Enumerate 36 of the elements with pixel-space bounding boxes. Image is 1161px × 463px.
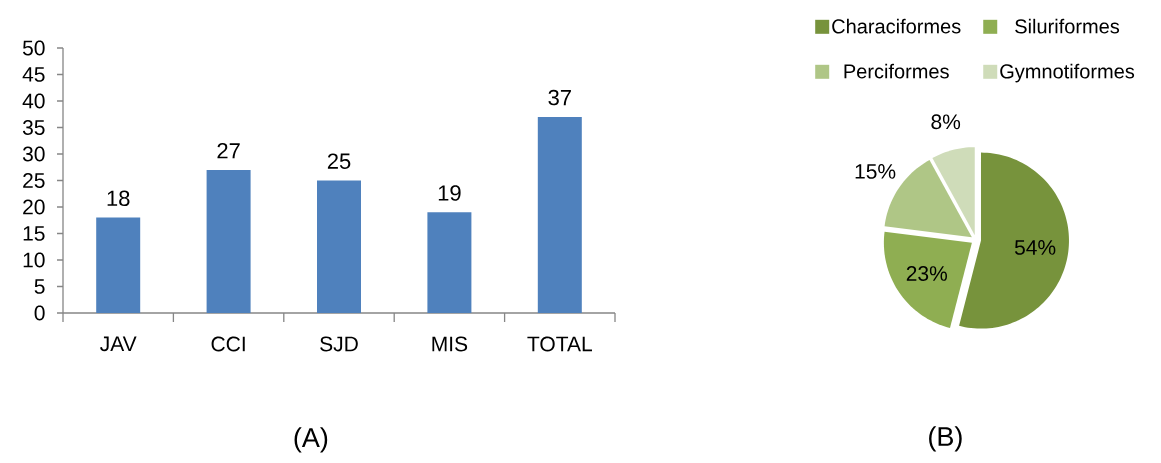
legend-label: Characiformes bbox=[832, 18, 961, 34]
x-tick-label: SJD bbox=[320, 336, 358, 352]
x-tick-label: MIS bbox=[432, 336, 468, 352]
y-tick-label: 30 bbox=[22, 146, 45, 162]
bar bbox=[427, 212, 472, 313]
y-tick-label: 15 bbox=[23, 226, 45, 241]
bar bbox=[96, 217, 141, 313]
data-label: 37 bbox=[548, 89, 571, 106]
legend-label: Gymnotiformes bbox=[1000, 63, 1135, 83]
legend-label: Perciformes bbox=[844, 63, 949, 79]
legend-label: Siluriformes bbox=[1015, 18, 1120, 34]
data-label: 27 bbox=[217, 142, 240, 159]
y-tick-label: 35 bbox=[22, 120, 45, 135]
y-tick-label: 45 bbox=[22, 67, 45, 82]
data-label: 8% bbox=[931, 114, 961, 130]
y-tick-label: 50 bbox=[22, 40, 45, 56]
bar bbox=[537, 116, 582, 313]
y-tick-label: 0 bbox=[34, 305, 45, 321]
y-tick-label: 5 bbox=[34, 279, 45, 294]
bar bbox=[206, 169, 251, 313]
data-label: 18 bbox=[107, 190, 130, 207]
data-label: 15% bbox=[855, 164, 896, 179]
data-label: 54% bbox=[1014, 240, 1056, 255]
text: (A) bbox=[294, 427, 328, 453]
x-tick-label: JAV bbox=[100, 336, 137, 352]
data-label: 23% bbox=[906, 266, 948, 281]
x-tick-label: TOTAL bbox=[527, 336, 592, 352]
bar bbox=[317, 180, 361, 313]
y-tick-label: 25 bbox=[23, 173, 45, 188]
y-tick-label: 10 bbox=[23, 252, 45, 268]
text: (B) bbox=[929, 426, 962, 452]
data-label: 25 bbox=[327, 153, 351, 169]
data-label: 19 bbox=[438, 185, 461, 201]
y-tick-label: 40 bbox=[22, 93, 45, 109]
y-tick-label: 20 bbox=[23, 199, 45, 215]
x-tick-label: CCI bbox=[211, 336, 245, 352]
